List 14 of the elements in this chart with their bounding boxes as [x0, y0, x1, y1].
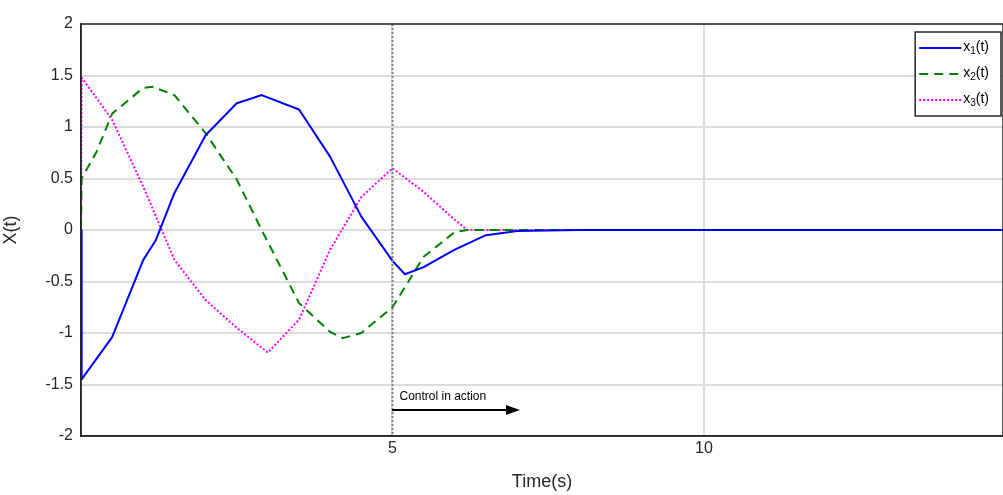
x-axis-title: Time(s) [511, 471, 573, 492]
y-tick-label: -1.5 [45, 374, 74, 392]
y-tick-label: 0.5 [50, 168, 74, 186]
y-tick-label: 1.5 [50, 65, 74, 83]
y-tick-label: -1 [58, 323, 74, 341]
annotation: Control in action [399, 388, 487, 403]
y-tick-label: 0 [64, 220, 74, 238]
y-axis-title: X(t) [0, 215, 20, 245]
y-tick-label: 1 [64, 117, 74, 135]
x-tick-label: 5 [388, 439, 398, 457]
x-tick-label: 10 [695, 439, 713, 457]
y-tick-label: 2 [64, 14, 74, 32]
y-tick-label: -2 [58, 426, 74, 444]
y-tick-label: -0.5 [45, 271, 74, 289]
